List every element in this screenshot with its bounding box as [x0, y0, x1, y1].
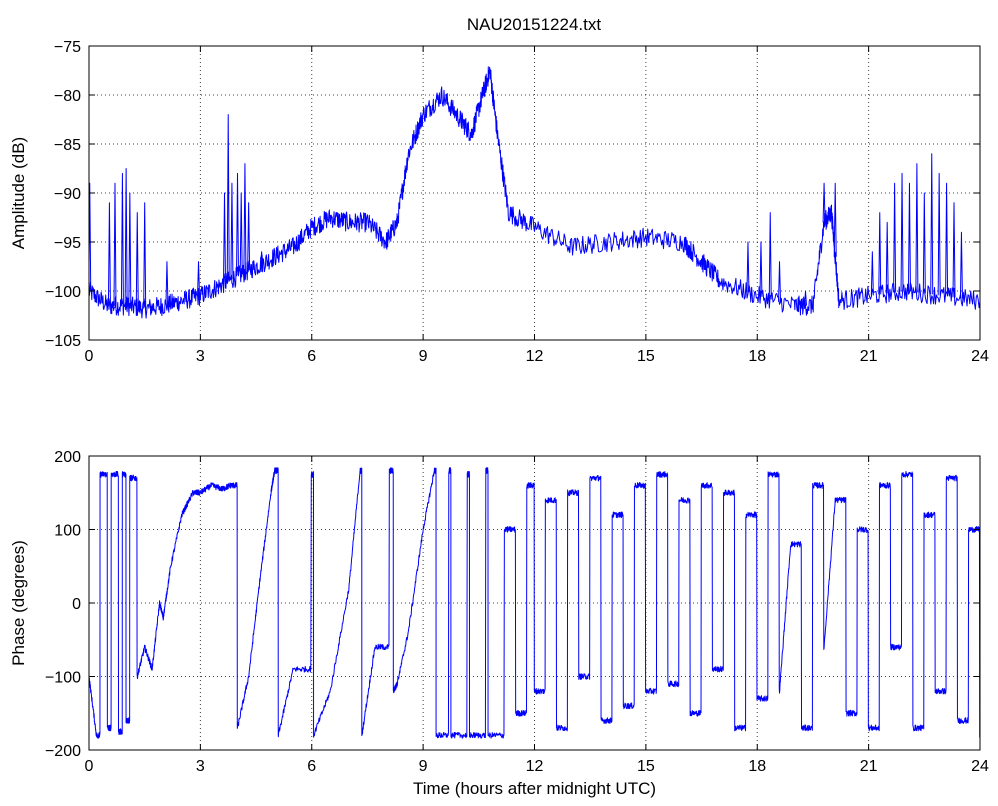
amplitude-spike [870, 251, 874, 296]
amplitude-spike [135, 212, 139, 308]
amplitude-x-tick-label: 12 [526, 348, 544, 365]
phase-x-axis-label: Time (hours after midnight UTC) [413, 779, 656, 798]
amplitude-x-tick-label: 21 [860, 348, 878, 365]
amplitude-series-line [89, 66, 980, 319]
amplitude-spike [959, 231, 963, 299]
amplitude-spike [165, 261, 169, 305]
amplitude-x-tick-label: 9 [419, 348, 428, 365]
phase-x-tick-label: 15 [637, 758, 655, 775]
phase-x-tick-label: 6 [307, 758, 316, 775]
amplitude-spike [804, 290, 808, 306]
phase-y-tick-label: 0 [72, 596, 81, 613]
amplitude-y-tick-label: −95 [54, 235, 81, 252]
amplitude-spike [128, 192, 132, 307]
amplitude-x-tick-label: 24 [971, 348, 989, 365]
amplitude-x-tick-label: 18 [748, 348, 766, 365]
amplitude-spike [922, 192, 926, 294]
amplitude-spike [778, 261, 782, 302]
amplitude-spike [239, 192, 243, 275]
amplitude-spike [223, 192, 227, 284]
amplitude-spike [833, 182, 837, 257]
amplitude-spike [759, 241, 763, 297]
phase-y-tick-label: 200 [54, 449, 81, 466]
amplitude-spike [822, 182, 826, 223]
amplitude-spike [107, 202, 111, 306]
amplitude-spike [260, 251, 264, 264]
amplitude-spike [197, 261, 201, 297]
phase-x-tick-label: 18 [748, 758, 766, 775]
phase-y-tick-label: 100 [54, 523, 81, 540]
amplitude-spike [226, 114, 230, 282]
amplitude-spike [900, 172, 904, 292]
amplitude-spike [945, 182, 949, 297]
amplitude-spike [243, 163, 247, 273]
amplitude-y-axis-label: Amplitude (dB) [9, 137, 28, 249]
amplitude-y-tick-label: −90 [54, 186, 81, 203]
amplitude-spike [893, 182, 897, 293]
amplitude-y-tick-label: −75 [54, 39, 81, 56]
amplitude-x-tick-label: 0 [85, 348, 94, 365]
phase-y-axis-label: Phase (degrees) [9, 540, 28, 666]
phase-plot-area [89, 467, 980, 739]
amplitude-panel: 0 3 6 9 12 15 18 21 24 −105 −100 −95 −90 −85 −80 −75 Am… [9, 39, 989, 365]
amplitude-plot-area [89, 66, 980, 319]
amplitude-spike [247, 202, 251, 271]
phase-panel: 0 3 6 9 12 15 18 21 24 −200 −100 0 100 200 Phase (deg… [9, 449, 989, 798]
amplitude-spike [236, 172, 239, 277]
phase-y-tick-label: −100 [45, 670, 81, 687]
phase-x-tick-label: 24 [971, 758, 989, 775]
amplitude-spike [915, 163, 919, 293]
amplitude-spike [937, 172, 941, 296]
phase-ticks: 0 3 6 9 12 15 18 21 24 −200 −100 0 100 200 [45, 449, 989, 775]
amplitude-spike [230, 182, 234, 280]
amplitude-y-tick-label: −80 [54, 88, 81, 105]
phase-x-tick-label: 0 [85, 758, 94, 775]
amplitude-spike [143, 202, 147, 309]
phase-series-line [89, 467, 980, 739]
amplitude-x-tick-label: 6 [307, 348, 316, 365]
amplitude-spike [885, 221, 889, 294]
amplitude-y-tick-label: −105 [45, 333, 81, 350]
amplitude-spike [124, 168, 128, 306]
phase-x-tick-label: 9 [419, 758, 428, 775]
phase-x-tick-label: 3 [196, 758, 205, 775]
amplitude-x-tick-label: 15 [637, 348, 655, 365]
amplitude-y-tick-label: −85 [54, 137, 81, 154]
phase-x-tick-label: 21 [860, 758, 878, 775]
amplitude-y-tick-label: −100 [45, 284, 81, 301]
amplitude-spike [930, 153, 934, 295]
amplitude-ticks: 0 3 6 9 12 15 18 21 24 −105 −100 −95 −90 −85 −80 −75 [45, 39, 989, 365]
amplitude-spike [907, 182, 911, 292]
amplitude-spike [878, 212, 882, 295]
amplitude-spike [120, 172, 124, 306]
phase-y-tick-label: −200 [45, 743, 81, 760]
chart-title: NAU20151224.txt [467, 15, 601, 34]
amplitude-spike [768, 212, 772, 300]
amplitude-spike [952, 202, 956, 298]
phase-x-tick-label: 12 [526, 758, 544, 775]
amplitude-spike [746, 241, 750, 293]
amplitude-spike [113, 182, 117, 306]
amplitude-x-tick-label: 3 [196, 348, 205, 365]
